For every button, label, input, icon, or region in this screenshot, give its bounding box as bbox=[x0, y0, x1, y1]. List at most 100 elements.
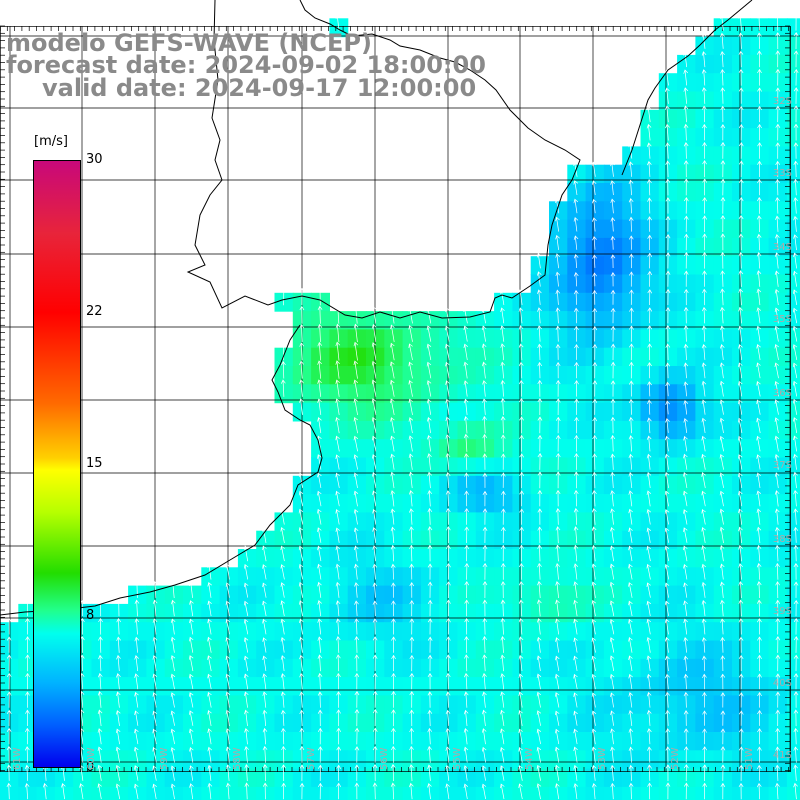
wind-arrow bbox=[738, 123, 744, 141]
wind-cell bbox=[786, 18, 800, 38]
wind-arrow bbox=[574, 416, 579, 434]
wind-arrow bbox=[481, 307, 487, 324]
wind-arrow bbox=[555, 764, 560, 781]
wind-arrow bbox=[409, 563, 414, 580]
wind-arrow bbox=[683, 655, 689, 671]
wind-arrow bbox=[683, 197, 689, 214]
wind-arrow bbox=[152, 692, 157, 708]
wind-arrow bbox=[317, 508, 322, 525]
wind-arrow bbox=[408, 306, 414, 324]
wind-arrow bbox=[318, 782, 323, 800]
wind-arrow bbox=[335, 618, 341, 635]
wind-arrow bbox=[537, 489, 543, 507]
wind-arrow bbox=[720, 32, 725, 49]
wind-arrow bbox=[756, 618, 762, 635]
wind-arrow bbox=[463, 343, 469, 361]
wind-arrow bbox=[134, 673, 139, 690]
wind-arrow bbox=[518, 379, 524, 397]
wind-arrow bbox=[243, 618, 249, 635]
wind-arrow bbox=[537, 416, 543, 434]
wind-arrow bbox=[628, 764, 634, 781]
wind-arrow bbox=[97, 764, 103, 781]
wind-arrow bbox=[592, 217, 597, 232]
wind-arrow bbox=[225, 764, 231, 781]
wind-arrow bbox=[482, 544, 488, 562]
wind-arrow bbox=[372, 508, 377, 525]
wind-arrow bbox=[25, 654, 30, 672]
wind-arrow bbox=[445, 325, 450, 342]
wind-arrow bbox=[720, 764, 726, 781]
wind-arrow bbox=[372, 782, 378, 800]
wind-arrow bbox=[738, 362, 743, 379]
wind-arrow bbox=[664, 618, 670, 635]
wind-arrow bbox=[317, 727, 323, 745]
wind-arrow bbox=[299, 305, 305, 324]
wind-arrow bbox=[408, 435, 414, 452]
wind-arrow bbox=[353, 454, 359, 470]
wind-arrow bbox=[225, 782, 231, 800]
wind-arrow bbox=[628, 380, 634, 397]
wind-arrow bbox=[501, 508, 506, 525]
colorbar-tick-15: 15 bbox=[86, 456, 103, 471]
wind-arrow bbox=[628, 198, 634, 214]
wind-arrow bbox=[426, 307, 432, 324]
wind-arrow bbox=[591, 600, 597, 617]
wind-arrow bbox=[701, 600, 707, 617]
wind-arrow bbox=[702, 691, 707, 708]
wind-arrow bbox=[793, 673, 799, 690]
wind-arrow bbox=[719, 526, 725, 544]
wind-arrow bbox=[317, 691, 323, 708]
wind-arrow bbox=[775, 636, 781, 653]
wind-arrow bbox=[6, 617, 12, 635]
wind-arrow bbox=[573, 618, 578, 635]
wind-arrow bbox=[665, 252, 671, 269]
wind-arrow bbox=[500, 325, 505, 342]
wind-arrow bbox=[115, 746, 121, 763]
wind-arrow bbox=[793, 105, 799, 123]
wind-arrow bbox=[756, 14, 762, 31]
wind-arrow bbox=[317, 417, 322, 434]
wind-arrow bbox=[720, 692, 726, 708]
wind-arrow bbox=[500, 343, 505, 361]
wind-arrow bbox=[391, 690, 396, 708]
wind-arrow bbox=[573, 325, 579, 342]
wind-arrow bbox=[683, 381, 689, 397]
wind-arrow bbox=[481, 709, 487, 727]
wind-arrow bbox=[464, 654, 469, 672]
lat-label: 38S bbox=[772, 534, 792, 545]
wind-arrow bbox=[225, 636, 231, 653]
wind-arrow bbox=[592, 307, 598, 324]
wind-arrow bbox=[207, 764, 213, 781]
wind-arrow bbox=[262, 709, 268, 727]
wind-arrow bbox=[757, 636, 762, 653]
wind-arrow bbox=[793, 435, 798, 452]
wind-arrow bbox=[372, 727, 378, 745]
wind-arrow bbox=[609, 600, 615, 617]
wind-arrow bbox=[446, 636, 451, 653]
wind-arrow bbox=[299, 324, 305, 343]
wind-arrow bbox=[464, 581, 470, 599]
wind-arrow bbox=[409, 600, 415, 617]
wind-arrow bbox=[97, 746, 103, 763]
wind-arrow bbox=[445, 307, 450, 324]
wind-arrow bbox=[24, 746, 30, 763]
wind-arrow bbox=[683, 582, 688, 598]
wind-arrow bbox=[555, 710, 560, 726]
wind-arrow bbox=[518, 599, 524, 617]
wind-arrow bbox=[610, 764, 615, 781]
wind-arrow bbox=[647, 381, 652, 397]
wind-arrow bbox=[464, 472, 469, 488]
wind-cell bbox=[73, 786, 93, 800]
wind-arrow bbox=[592, 380, 598, 397]
wind-cell bbox=[786, 347, 800, 367]
wind-arrow bbox=[482, 672, 487, 690]
wind-arrow bbox=[536, 618, 542, 635]
wind-arrow bbox=[298, 490, 304, 507]
model-title: modelo GEFS-WAVE (NCEP) bbox=[6, 29, 372, 57]
wind-arrow bbox=[757, 68, 762, 86]
wind-arrow bbox=[79, 783, 84, 800]
wind-arrow bbox=[354, 746, 360, 763]
wind-arrow bbox=[445, 472, 451, 489]
wind-arrow bbox=[225, 728, 231, 745]
wind-arrow bbox=[628, 253, 634, 269]
